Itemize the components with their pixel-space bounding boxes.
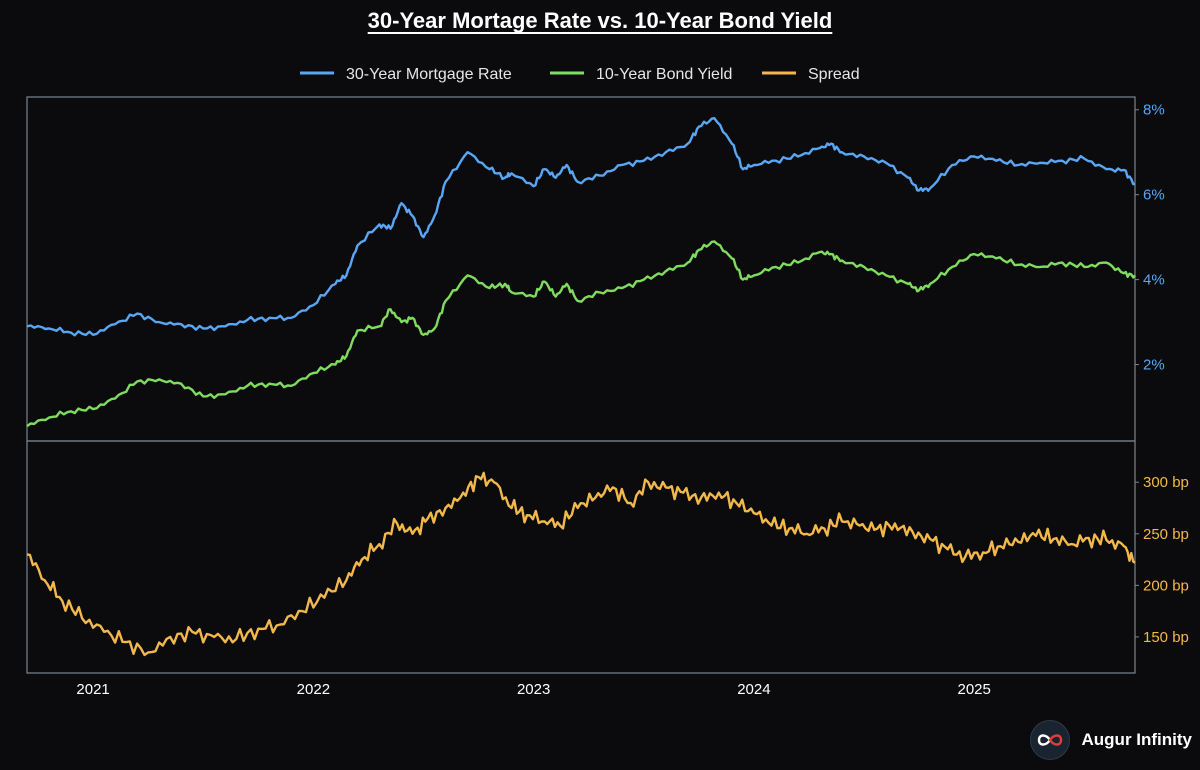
rates-y-tick-label: 2%	[1143, 357, 1165, 374]
series-layer	[26, 117, 1136, 657]
series-line-bond	[26, 240, 1136, 428]
rates-y-tick-label: 6%	[1143, 187, 1165, 204]
legend: 30-Year Mortgage Rate 10-Year Bond Yield…	[300, 66, 860, 83]
legend-entry-bond: 10-Year Bond Yield	[550, 66, 732, 83]
spread-y-tick-label: 300 bp	[1143, 474, 1189, 491]
spread-y-tick-label: 150 bp	[1143, 629, 1189, 646]
spread-y-tick-label: 200 bp	[1143, 577, 1189, 594]
series-line-mortgage	[26, 117, 1135, 337]
legend-label-bond: 10-Year Bond Yield	[596, 66, 732, 83]
spread-panel-frame	[26, 440, 1136, 674]
infinity-logo-icon	[1029, 720, 1070, 760]
legend-entry-spread: Spread	[762, 66, 860, 83]
brand-badge: Augur Infinity	[1029, 720, 1192, 760]
x-tick-label: 2025	[958, 681, 991, 698]
rates-y-tick-label: 4%	[1143, 272, 1165, 289]
x-axis: 2021 2022 2023 2024 2025	[76, 681, 990, 698]
rates-y-axis: 2% 4% 6% 8%	[1135, 102, 1165, 374]
legend-label-mortgage: 30-Year Mortgage Rate	[346, 66, 512, 83]
legend-entry-mortgage: 30-Year Mortgage Rate	[300, 66, 512, 83]
rates-y-tick-label: 8%	[1143, 102, 1165, 119]
chart-title: 30-Year Mortage Rate vs. 10-Year Bond Yi…	[368, 8, 833, 33]
x-tick-label: 2021	[76, 681, 109, 698]
x-tick-label: 2023	[517, 681, 550, 698]
series-line-spread	[26, 471, 1136, 657]
spread-y-axis: 150 bp 200 bp 250 bp 300 bp	[1135, 474, 1189, 646]
legend-label-spread: Spread	[808, 66, 860, 83]
x-tick-label: 2024	[737, 681, 770, 698]
spread-y-tick-label: 250 bp	[1143, 526, 1189, 543]
x-tick-label: 2022	[297, 681, 330, 698]
brand-name: Augur Infinity	[1081, 730, 1192, 749]
